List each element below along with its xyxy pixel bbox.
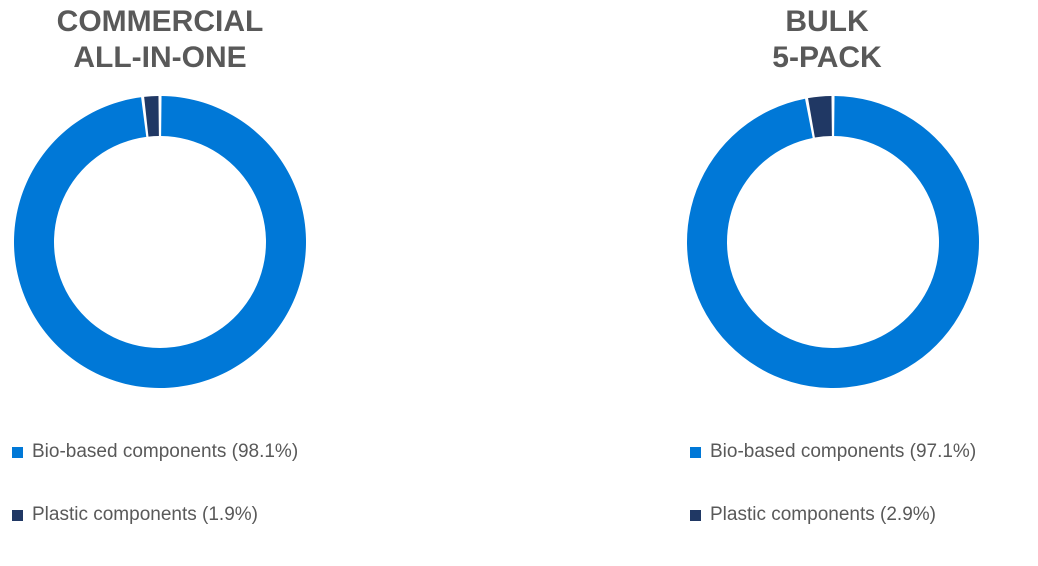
legend: Bio-based components (98.1%) Plastic com… — [12, 440, 298, 566]
chart-bulk-5-pack: BULK 5-PACK Bio-based components (97.1%)… — [676, 0, 1038, 535]
chart-title-line-1: BULK — [785, 5, 869, 38]
legend-swatch-plastic — [12, 509, 23, 521]
legend-label-plastic: Plastic components (2.9%) — [710, 504, 936, 525]
legend-item-bio-based: Bio-based components (98.1%) — [12, 440, 298, 464]
donut-chart — [14, 96, 307, 389]
chart-title-line-1: COMMERCIAL — [56, 5, 264, 38]
chart-title-line-2: 5-PACK — [772, 41, 882, 74]
chart-commercial-all-in-one: COMMERCIAL ALL-IN-ONE Bio-based componen… — [0, 0, 380, 535]
legend: Bio-based components (97.1%) Plastic com… — [690, 440, 976, 566]
chart-title: COMMERCIAL ALL-IN-ONE — [0, 4, 320, 76]
donut-slice-bio-based — [687, 96, 979, 389]
donut-slice-bio-based — [14, 96, 307, 389]
donut-slice-plastic — [808, 96, 832, 138]
legend-item-plastic: Plastic components (1.9%) — [12, 503, 298, 527]
donut-chart — [687, 96, 979, 389]
legend-swatch-plastic — [690, 509, 701, 521]
legend-label-bio-based: Bio-based components (97.1%) — [710, 441, 977, 462]
legend-label-plastic: Plastic components (1.9%) — [32, 504, 258, 525]
chart-title-line-2: ALL-IN-ONE — [73, 41, 247, 74]
donut-slice-plastic — [144, 96, 159, 137]
legend-swatch-bio-based — [12, 446, 23, 458]
chart-title: BULK 5-PACK — [676, 4, 978, 76]
legend-label-bio-based: Bio-based components (98.1%) — [32, 441, 299, 462]
legend-item-plastic: Plastic components (2.9%) — [690, 503, 976, 527]
legend-item-bio-based: Bio-based components (97.1%) — [690, 440, 976, 464]
legend-swatch-bio-based — [690, 446, 701, 458]
